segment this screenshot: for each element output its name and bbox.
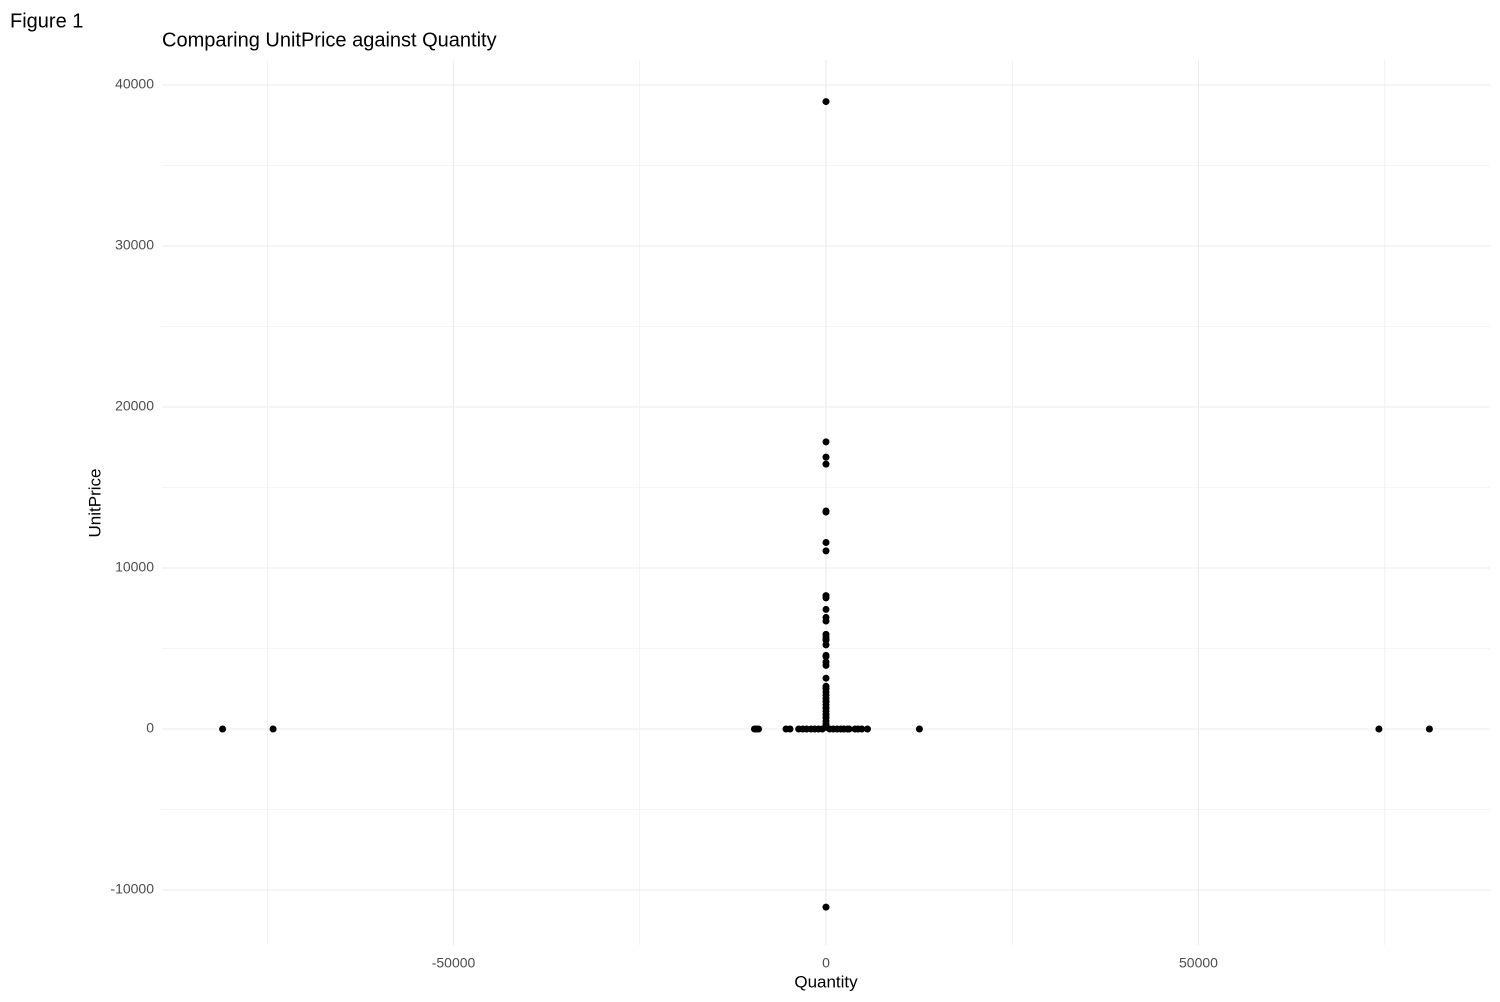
point xyxy=(822,661,830,669)
point xyxy=(822,617,830,625)
y-tick-label: 40000 xyxy=(115,76,154,92)
point xyxy=(822,460,830,468)
point xyxy=(822,453,830,461)
point xyxy=(822,674,830,682)
chart-title: Comparing UnitPrice against Quantity xyxy=(162,29,497,51)
point xyxy=(822,98,830,106)
point xyxy=(1425,725,1433,733)
point xyxy=(822,903,830,911)
point xyxy=(822,594,830,602)
y-tick-label: 20000 xyxy=(115,398,154,414)
point xyxy=(818,725,826,733)
y-axis-label: UnitPrice xyxy=(85,469,104,538)
x-axis-label: Quantity xyxy=(794,972,858,991)
point xyxy=(1375,725,1383,733)
y-tick-label: -10000 xyxy=(110,881,154,897)
point xyxy=(269,725,277,733)
x-tick-label: -50000 xyxy=(432,955,476,971)
point xyxy=(219,725,227,733)
point xyxy=(786,725,794,733)
point xyxy=(863,725,871,733)
y-tick-label: 30000 xyxy=(115,237,154,253)
x-tick-label: 50000 xyxy=(1179,955,1218,971)
point xyxy=(915,725,923,733)
x-tick-label: 0 xyxy=(822,955,830,971)
point xyxy=(845,725,853,733)
point xyxy=(755,725,763,733)
point xyxy=(822,538,830,546)
point xyxy=(822,438,830,446)
figure-label: Figure 1 xyxy=(10,10,83,32)
y-tick-label: 0 xyxy=(146,720,154,736)
point xyxy=(822,636,830,644)
y-tick-label: 10000 xyxy=(115,559,154,575)
point xyxy=(822,652,830,660)
point xyxy=(822,547,830,555)
point xyxy=(858,725,866,733)
point xyxy=(822,641,830,649)
point xyxy=(822,605,830,613)
point xyxy=(822,508,830,516)
